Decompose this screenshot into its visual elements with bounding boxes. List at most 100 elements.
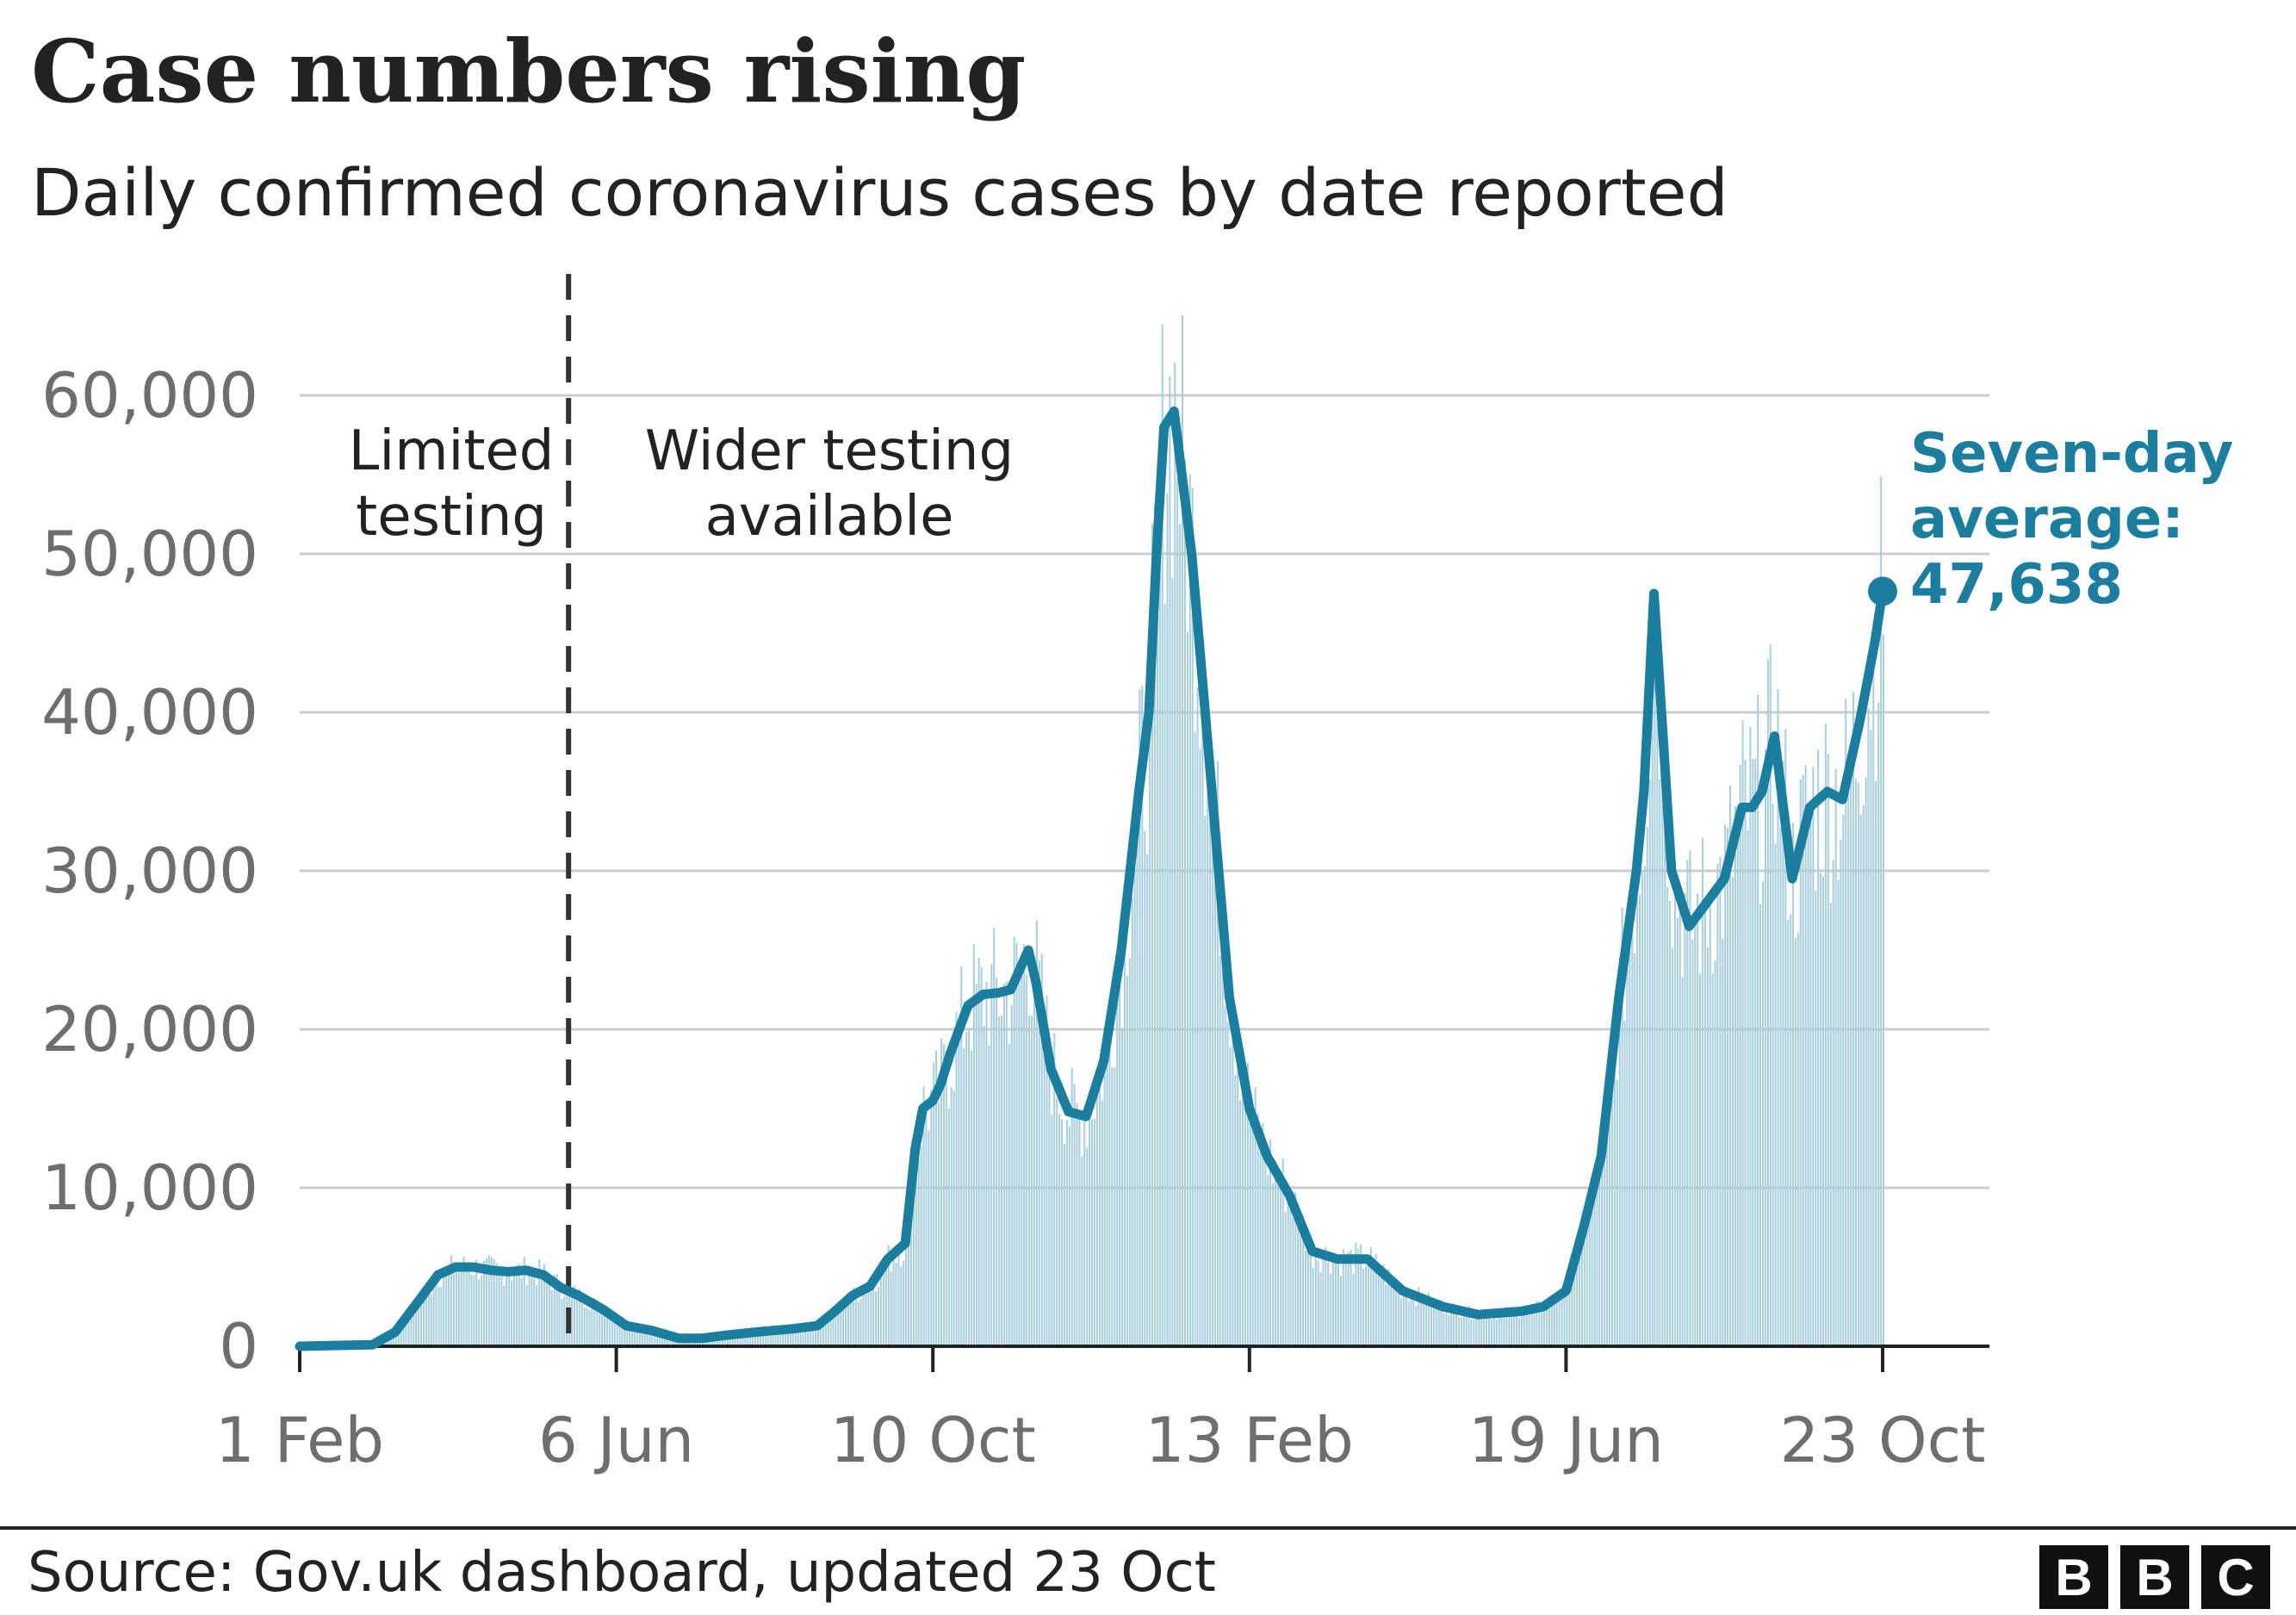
daily-bar (996, 978, 998, 1346)
daily-bar (859, 1299, 862, 1346)
daily-bar (1058, 1113, 1061, 1346)
daily-bar (1153, 503, 1156, 1346)
daily-bar (1226, 1022, 1229, 1346)
daily-bar (1339, 1276, 1342, 1346)
daily-bar (648, 1328, 651, 1346)
daily-bar (423, 1297, 425, 1346)
daily-bar (1229, 1047, 1232, 1346)
daily-bar (975, 983, 977, 1346)
daily-bar (1179, 524, 1182, 1346)
daily-bar (536, 1284, 538, 1346)
daily-bar (1654, 597, 1656, 1346)
daily-bar (1141, 686, 1144, 1346)
daily-bar (410, 1315, 413, 1346)
daily-bar (930, 1090, 933, 1346)
daily-bar (1706, 947, 1709, 1346)
daily-bar (875, 1291, 878, 1346)
daily-bar (1820, 873, 1822, 1346)
daily-bar (1732, 877, 1734, 1346)
daily-bar (1430, 1306, 1432, 1346)
daily-bar (1453, 1303, 1455, 1346)
daily-bar (1287, 1191, 1289, 1346)
daily-bar (608, 1313, 611, 1346)
daily-bar (1214, 813, 1217, 1346)
daily-bar (1306, 1240, 1309, 1346)
latest-value-marker (1868, 576, 1897, 606)
daily-bar (1347, 1252, 1350, 1346)
daily-bar (513, 1274, 516, 1346)
daily-bar (1061, 1119, 1064, 1346)
daily-bar (1518, 1318, 1521, 1346)
daily-bar (1673, 861, 1676, 1346)
daily-bar (1201, 718, 1204, 1346)
daily-bar (905, 1233, 908, 1346)
daily-bar (772, 1330, 774, 1346)
daily-bar (1254, 1087, 1257, 1346)
daily-bar (908, 1202, 910, 1346)
annotation-label: Seven-day (1910, 422, 2234, 486)
daily-bar (1639, 894, 1641, 1346)
daily-bar (971, 1050, 973, 1346)
daily-bar (1445, 1313, 1448, 1346)
daily-bar (1151, 523, 1154, 1346)
daily-bar (1666, 886, 1669, 1346)
annotation-label: average: (1910, 488, 2184, 551)
daily-bar (1292, 1217, 1294, 1346)
daily-bar (1221, 934, 1224, 1346)
daily-bar (1505, 1306, 1508, 1346)
daily-bar (483, 1260, 486, 1346)
daily-bar (1834, 768, 1837, 1346)
daily-bar (1724, 824, 1727, 1346)
daily-bar (561, 1298, 563, 1346)
daily-bar (638, 1331, 641, 1346)
daily-bar (797, 1326, 799, 1346)
daily-bar (1407, 1301, 1410, 1346)
daily-bar (624, 1326, 626, 1346)
daily-bar (1267, 1175, 1269, 1346)
daily-bar (1332, 1258, 1335, 1346)
daily-bar (1631, 928, 1634, 1346)
daily-bar (1161, 324, 1164, 1346)
daily-bar (1546, 1301, 1548, 1346)
daily-bar (1681, 977, 1684, 1346)
daily-bar (523, 1256, 525, 1346)
daily-bar (668, 1336, 671, 1346)
daily-bar (1131, 897, 1133, 1346)
daily-bar (1513, 1309, 1516, 1346)
daily-bar (950, 1087, 953, 1346)
daily-bar (654, 1329, 656, 1346)
daily-bar (413, 1302, 415, 1346)
daily-bar (1432, 1298, 1435, 1346)
daily-bar (1609, 1062, 1611, 1346)
daily-bar (1799, 779, 1802, 1346)
daily-bar (1824, 724, 1827, 1346)
daily-bar (485, 1258, 487, 1346)
daily-bar (1460, 1317, 1462, 1346)
daily-bar (1357, 1248, 1360, 1346)
daily-bar (1387, 1269, 1390, 1346)
daily-bar (734, 1333, 736, 1346)
daily-bar (909, 1224, 912, 1346)
daily-bar (563, 1296, 566, 1346)
daily-bar (1716, 863, 1719, 1346)
daily-bar (1038, 960, 1040, 1346)
daily-bar (922, 1086, 925, 1346)
daily-bar (884, 1261, 887, 1346)
daily-bar (1322, 1256, 1325, 1346)
daily-bar (1076, 1103, 1078, 1346)
daily-bar (1121, 1028, 1124, 1346)
daily-bar (425, 1286, 427, 1346)
daily-bar (865, 1294, 867, 1346)
daily-bar (912, 1169, 915, 1346)
daily-bar (1021, 962, 1023, 1346)
daily-bar (867, 1289, 870, 1346)
daily-bar (1169, 376, 1171, 1346)
daily-bar (1450, 1304, 1453, 1346)
daily-bar (882, 1268, 884, 1346)
daily-bar (1360, 1244, 1362, 1346)
daily-bar (917, 1147, 920, 1346)
daily-bar (1312, 1267, 1314, 1346)
logo-letter: B (2039, 1545, 2108, 1609)
daily-bar (1475, 1317, 1478, 1346)
